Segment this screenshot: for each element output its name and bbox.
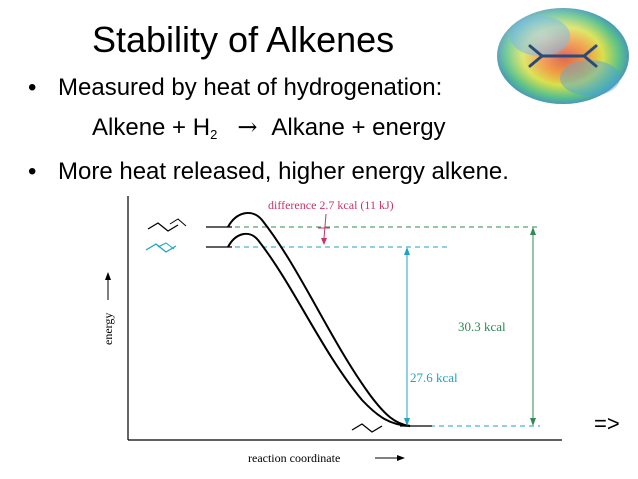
green-energy-label: 30.3 kcal bbox=[458, 319, 506, 334]
alkane-molecule-icon bbox=[351, 423, 383, 433]
slide-title: Stability of Alkenes bbox=[92, 19, 395, 60]
bullet-marker: • bbox=[28, 74, 37, 101]
bullet-heat-of-hydrogenation: • Measured by heat of hydrogenation: bbox=[28, 74, 442, 102]
hydrogenation-equation: Alkene + H2 → Alkane + energy bbox=[92, 112, 446, 150]
alkene-lower-molecule-icon bbox=[145, 243, 177, 253]
equation-subscript: 2 bbox=[210, 127, 218, 142]
next-slide-indicator: => bbox=[594, 411, 620, 436]
bullet-heat-released: • More heat released, higher energy alken… bbox=[28, 158, 509, 186]
lower-reaction-curve bbox=[227, 232, 411, 427]
bullet-marker: • bbox=[28, 158, 37, 185]
upper-reaction-curve bbox=[227, 211, 411, 427]
bullet-text: Measured by heat of hydrogenation: bbox=[58, 74, 443, 101]
equation-right: Alkane + energy bbox=[271, 114, 446, 141]
y-axis-label-group: energy bbox=[101, 313, 115, 345]
bullet-text: More heat released, higher energy alkene… bbox=[58, 158, 509, 185]
x-axis-label: reaction coordinate bbox=[248, 451, 340, 465]
difference-label: difference 2.7 kcal (11 kJ) bbox=[268, 198, 394, 212]
reaction-arrow-icon: → bbox=[237, 113, 258, 141]
blue-energy-label: 27.6 kcal bbox=[410, 370, 458, 385]
y-axis-label: energy bbox=[101, 313, 115, 345]
alkene-higher-molecule-icon bbox=[147, 222, 179, 232]
equation-left: Alkene + H bbox=[92, 114, 211, 141]
difference-arrow-icon bbox=[321, 238, 327, 245]
